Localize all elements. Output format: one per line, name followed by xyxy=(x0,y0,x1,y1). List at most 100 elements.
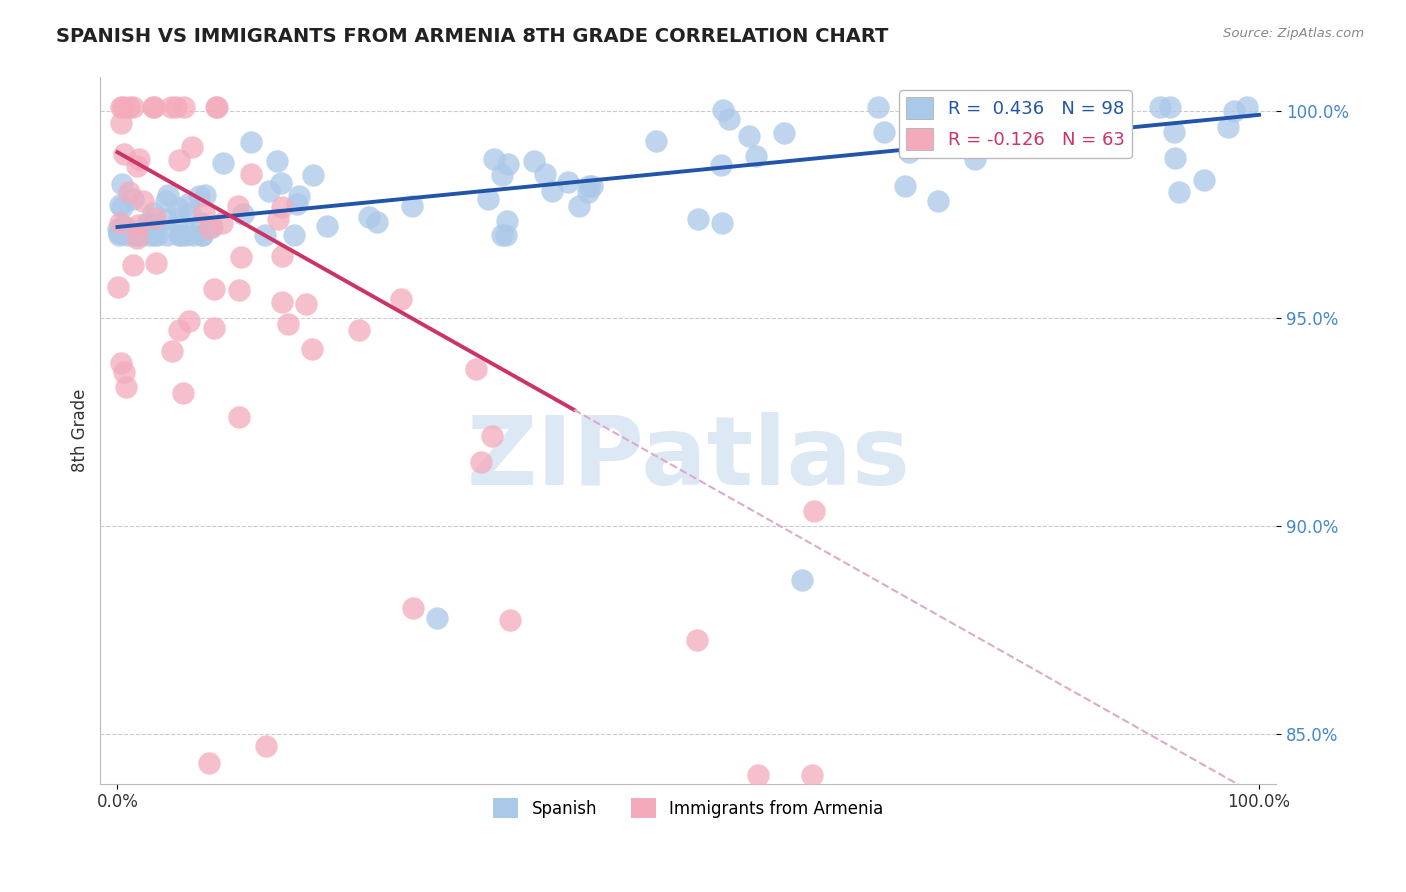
Point xyxy=(267,212,290,227)
Point xyxy=(190,216,212,230)
Point xyxy=(710,158,733,172)
Point xyxy=(1070,117,1092,131)
Point xyxy=(142,228,165,243)
Point xyxy=(491,168,513,182)
Point xyxy=(180,140,202,154)
Point xyxy=(201,220,224,235)
Point xyxy=(228,283,250,297)
Point xyxy=(254,228,277,243)
Point xyxy=(127,228,149,243)
Point xyxy=(533,167,555,181)
Point xyxy=(142,99,165,113)
Point xyxy=(197,220,219,235)
Point xyxy=(710,216,733,230)
Point xyxy=(232,207,254,221)
Point xyxy=(718,112,741,126)
Point xyxy=(1222,103,1244,118)
Point xyxy=(745,149,768,163)
Point xyxy=(110,355,132,369)
Point xyxy=(118,99,141,113)
Point xyxy=(167,153,190,168)
Point xyxy=(277,317,299,331)
Point xyxy=(1216,120,1239,134)
Point xyxy=(271,295,294,310)
Point xyxy=(211,216,233,230)
Point xyxy=(963,153,986,167)
Point xyxy=(108,226,131,240)
Point xyxy=(167,201,190,215)
Point xyxy=(177,314,200,328)
Point xyxy=(138,217,160,231)
Point xyxy=(202,320,225,334)
Point xyxy=(128,152,150,166)
Point xyxy=(167,228,190,243)
Point xyxy=(927,194,949,208)
Point xyxy=(169,211,191,225)
Point xyxy=(122,192,145,206)
Point xyxy=(557,176,579,190)
Point xyxy=(491,228,513,243)
Point xyxy=(240,168,263,182)
Point xyxy=(270,176,292,190)
Point xyxy=(288,188,311,202)
Point xyxy=(129,228,152,243)
Point xyxy=(257,184,280,198)
Point xyxy=(193,206,215,220)
Point xyxy=(110,116,132,130)
Point xyxy=(1050,124,1073,138)
Point xyxy=(172,386,194,401)
Point xyxy=(132,194,155,208)
Point xyxy=(159,99,181,113)
Point xyxy=(112,365,135,379)
Point xyxy=(1167,185,1189,199)
Point xyxy=(107,226,129,240)
Point xyxy=(301,342,323,356)
Point xyxy=(118,185,141,199)
Point xyxy=(426,610,449,624)
Point xyxy=(173,99,195,113)
Point xyxy=(484,153,506,167)
Point xyxy=(143,211,166,225)
Point xyxy=(496,157,519,171)
Point xyxy=(107,280,129,294)
Point xyxy=(226,198,249,212)
Point xyxy=(125,231,148,245)
Point xyxy=(464,362,486,376)
Point xyxy=(121,99,143,113)
Point xyxy=(1163,125,1185,139)
Point xyxy=(191,228,214,243)
Point xyxy=(271,200,294,214)
Point xyxy=(108,228,131,243)
Point xyxy=(156,188,179,202)
Point xyxy=(872,125,894,139)
Point xyxy=(270,249,292,263)
Point xyxy=(1164,151,1187,165)
Point xyxy=(402,601,425,615)
Text: ZIPatlas: ZIPatlas xyxy=(467,412,910,506)
Point xyxy=(160,343,183,358)
Point xyxy=(145,228,167,243)
Point xyxy=(239,136,262,150)
Point xyxy=(169,323,191,337)
Text: SPANISH VS IMMIGRANTS FROM ARMENIA 8TH GRADE CORRELATION CHART: SPANISH VS IMMIGRANTS FROM ARMENIA 8TH G… xyxy=(56,27,889,45)
Point xyxy=(122,258,145,272)
Point xyxy=(578,179,600,194)
Point xyxy=(198,756,221,770)
Point xyxy=(111,178,134,192)
Point xyxy=(228,410,250,425)
Point xyxy=(211,155,233,169)
Point xyxy=(389,293,412,307)
Point xyxy=(115,228,138,243)
Point xyxy=(1159,99,1181,113)
Point xyxy=(127,218,149,232)
Point xyxy=(110,99,132,113)
Point xyxy=(115,379,138,393)
Point xyxy=(136,216,159,230)
Point xyxy=(108,197,131,211)
Point xyxy=(142,206,165,220)
Point xyxy=(803,503,825,517)
Point xyxy=(110,216,132,230)
Point xyxy=(145,256,167,270)
Point xyxy=(112,147,135,161)
Text: Source: ZipAtlas.com: Source: ZipAtlas.com xyxy=(1223,27,1364,40)
